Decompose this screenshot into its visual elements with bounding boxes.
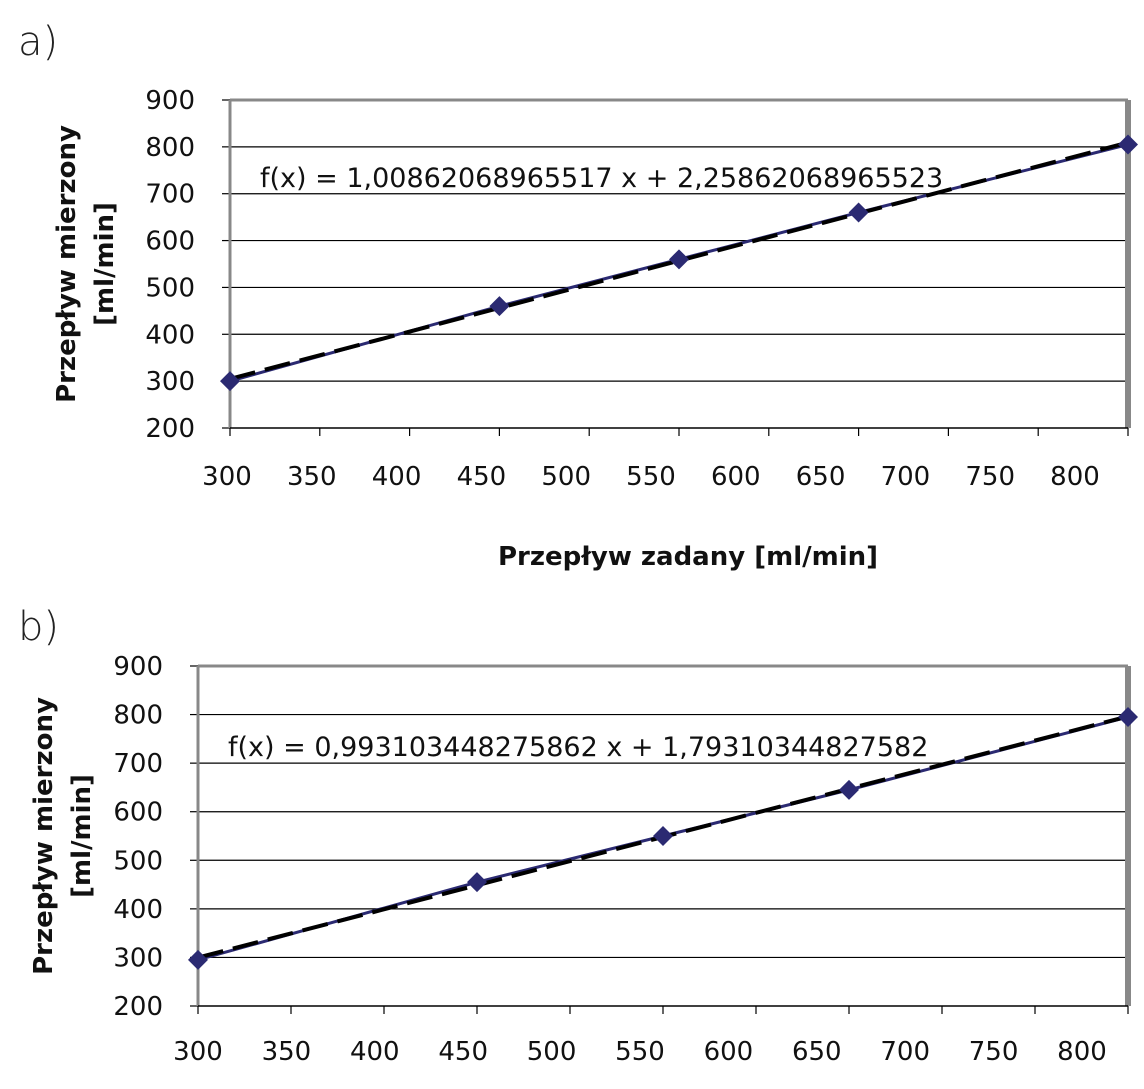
y-axis-title-line: [ml/min]: [90, 202, 120, 326]
data-point-marker: [848, 202, 869, 223]
data-point-marker: [220, 371, 240, 392]
x-tick-label: 800: [1050, 462, 1100, 492]
y-tick-label: 900: [145, 86, 195, 116]
chart-panel-b: b) 200 300 400 500 600 700 800 900 300 350 400 450 50…: [18, 604, 1138, 1067]
y-tick-label: 200: [145, 414, 195, 444]
y-axis-title-line: Przepływ mierzony: [29, 697, 59, 975]
x-tick-label: 750: [965, 462, 1015, 492]
y-tick-label: 800: [145, 133, 195, 163]
x-tick-label: 800: [1057, 1037, 1107, 1067]
x-tick-label: 700: [880, 1037, 930, 1067]
y-tick-label: 600: [113, 798, 163, 828]
data-point-marker: [467, 872, 487, 893]
data-point-marker: [653, 826, 673, 846]
data-point-marker: [669, 249, 689, 270]
x-tick-label: 650: [796, 462, 846, 492]
x-tick-label: 500: [527, 1037, 577, 1067]
x-tick-label: 450: [457, 462, 507, 492]
x-tick-label: 450: [438, 1037, 488, 1067]
x-tick-label: 550: [615, 1037, 665, 1067]
x-tick-label: 500: [541, 462, 591, 492]
data-point-marker: [1118, 707, 1138, 727]
panel-label: a): [18, 19, 58, 65]
y-tick-label: 800: [113, 701, 163, 731]
x-tick-label: 600: [711, 462, 761, 492]
x-tick-label: 400: [372, 462, 422, 492]
y-tick-label: 500: [113, 846, 163, 876]
trendline-equation: f(x) = 1,00862068965517 x + 2,2586206896…: [260, 163, 943, 194]
y-tick-label: 300: [145, 367, 195, 397]
x-tick-label: 750: [969, 1037, 1019, 1067]
y-axis-title-line: Przepływ mierzony: [52, 125, 82, 403]
y-tick-label: 700: [145, 180, 195, 210]
x-tick-label: 700: [881, 462, 931, 492]
x-tick-label: 600: [704, 1037, 754, 1067]
y-tick-label: 600: [145, 227, 195, 257]
y-tick-label: 500: [145, 273, 195, 303]
trendline: [229, 140, 1129, 381]
y-axis-title: Przepływ mierzony [ml/min]: [29, 697, 97, 975]
data-point-marker: [188, 949, 208, 970]
y-axis-title: Przepływ mierzony [ml/min]: [52, 125, 120, 403]
y-tick-label: 200: [113, 992, 163, 1022]
x-tick-label: 400: [350, 1037, 400, 1067]
data-point-marker: [1118, 134, 1138, 155]
x-tick-label: 650: [792, 1037, 842, 1067]
x-tick-label: 300: [202, 462, 252, 492]
data-point-marker: [489, 296, 510, 317]
x-tick-label: 300: [173, 1037, 223, 1067]
y-tick-label: 400: [113, 895, 163, 925]
x-tick-label: 350: [287, 462, 337, 492]
x-axis-title: Przepływ zadany [ml/min]: [498, 542, 878, 572]
x-tick-label: 550: [626, 462, 676, 492]
x-tick-label: 350: [262, 1037, 312, 1067]
panel-label: b): [18, 604, 59, 650]
y-tick-label: 300: [113, 943, 163, 973]
y-tick-label: 400: [145, 320, 195, 350]
y-axis-title-line: [ml/min]: [67, 774, 97, 898]
y-tick-label: 900: [113, 652, 163, 682]
trendline-equation: f(x) = 0,993103448275862 x + 1,793103448…: [228, 732, 928, 763]
y-tick-label: 700: [113, 749, 163, 779]
data-point-marker: [839, 779, 859, 800]
